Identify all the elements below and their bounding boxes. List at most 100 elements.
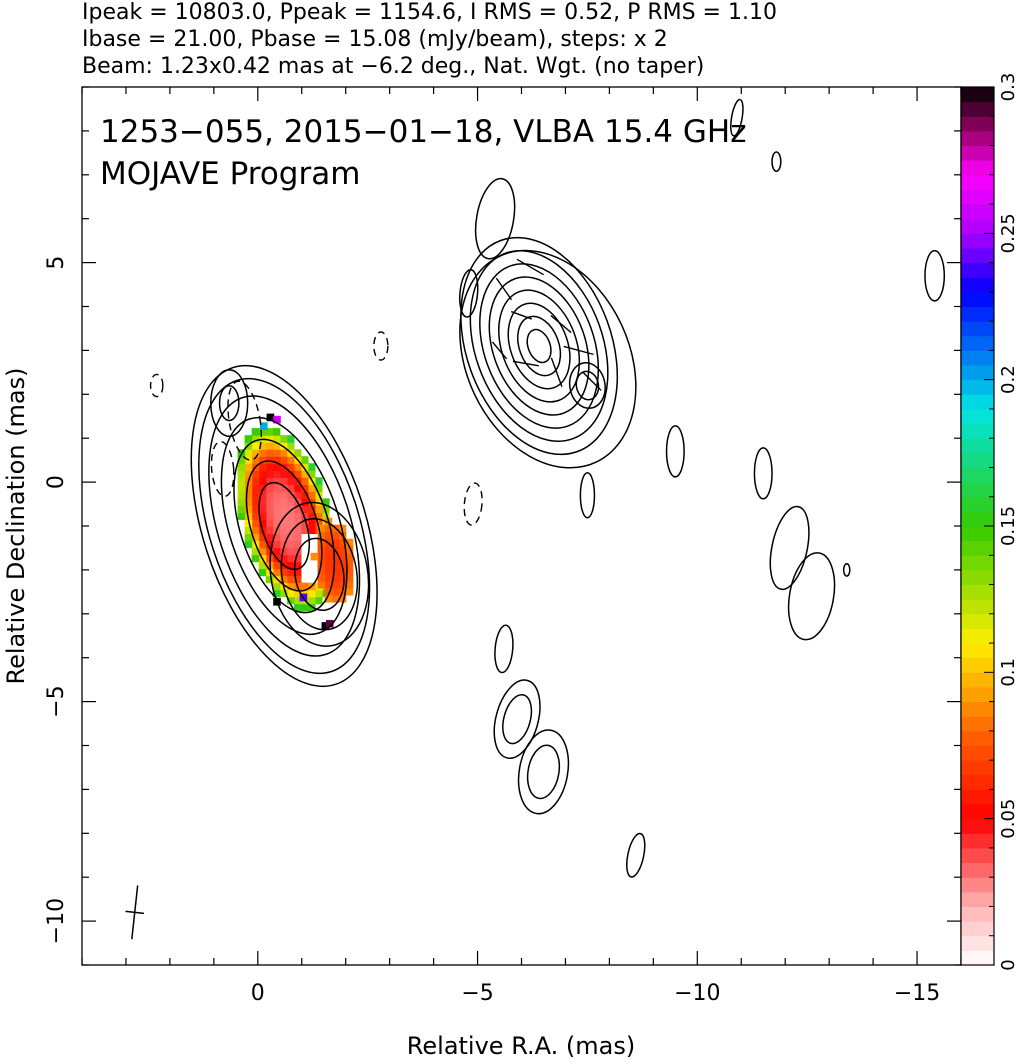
pol-pixel bbox=[338, 538, 347, 547]
pol-pixel bbox=[265, 428, 274, 436]
pol-pixel bbox=[265, 512, 274, 521]
colorbar-band bbox=[961, 921, 994, 937]
pol-pixel bbox=[307, 463, 316, 471]
pol-pixel bbox=[314, 477, 323, 485]
pol-pixel bbox=[251, 470, 260, 478]
pol-pixel bbox=[307, 589, 316, 598]
pol-pixel bbox=[345, 538, 354, 547]
pol-pixel bbox=[314, 589, 323, 598]
pol-pixel bbox=[258, 442, 267, 450]
pol-pixel bbox=[293, 519, 302, 528]
pol-pixel bbox=[300, 463, 309, 471]
pol-pixel bbox=[237, 463, 246, 471]
pol-pixel bbox=[317, 566, 326, 575]
pol-pixel bbox=[293, 540, 302, 549]
colorbar-band bbox=[961, 204, 994, 220]
pol-pixel bbox=[279, 540, 288, 549]
pol-pixel bbox=[251, 512, 260, 521]
pol-pixel bbox=[300, 498, 309, 506]
pol-pixel bbox=[279, 568, 288, 577]
pol-pixel bbox=[244, 484, 253, 492]
contour-core bbox=[258, 481, 311, 571]
colorbar-band bbox=[961, 540, 994, 556]
pol-pixel bbox=[244, 470, 253, 478]
pol-pixel bbox=[300, 505, 309, 513]
pol-pixel bbox=[331, 580, 340, 589]
pol-pixel bbox=[279, 498, 288, 506]
pol-pixel bbox=[286, 596, 295, 605]
pol-pixel bbox=[272, 470, 281, 478]
pol-pixel bbox=[293, 554, 302, 563]
colorbar-band bbox=[961, 935, 994, 951]
pol-pixel bbox=[314, 512, 323, 521]
pol-pixel bbox=[286, 582, 295, 591]
pol-pixel bbox=[265, 477, 274, 485]
colorbar-band bbox=[961, 906, 994, 922]
annotation-program: MOJAVE Program bbox=[100, 156, 360, 192]
colorbar-band bbox=[961, 365, 994, 381]
contour-jet-halo bbox=[459, 249, 637, 469]
pol-pixel bbox=[345, 545, 354, 554]
contour-blob-l bbox=[493, 679, 541, 759]
pol-pixel bbox=[324, 559, 333, 568]
pol-pixel bbox=[300, 470, 309, 478]
pol-pixel bbox=[279, 505, 288, 513]
pol-pixel bbox=[300, 491, 309, 499]
pol-pixel bbox=[265, 505, 274, 513]
pol-pixel bbox=[251, 449, 260, 457]
contour-core bbox=[220, 416, 348, 636]
pol-pixel bbox=[237, 477, 246, 485]
pol-pixel bbox=[331, 538, 340, 547]
colorbar-tick-label: 0.1 bbox=[998, 658, 1019, 687]
pol-pixel bbox=[279, 547, 288, 556]
colorbar-band bbox=[961, 950, 994, 966]
pol-pixel bbox=[286, 589, 295, 598]
negative-contour-neg-e bbox=[210, 440, 235, 497]
pol-pixel bbox=[286, 568, 295, 577]
pol-pixel bbox=[324, 552, 333, 561]
colorbar-band bbox=[961, 745, 994, 761]
pol-pixel bbox=[237, 456, 246, 464]
pol-pixel bbox=[265, 533, 274, 542]
colorbar-band bbox=[961, 613, 994, 629]
contour-blob-i bbox=[771, 151, 782, 173]
pol-pixel bbox=[258, 491, 267, 499]
pol-edge-pixel bbox=[260, 422, 268, 431]
header-line-1: Ipeak = 10803.0, Ppeak = 1154.6, I RMS =… bbox=[82, 0, 777, 25]
colorbar-band bbox=[961, 555, 994, 571]
pol-pixel bbox=[345, 566, 354, 575]
pol-pixel bbox=[251, 526, 260, 535]
pol-pixel bbox=[300, 484, 309, 492]
pol-pixel bbox=[279, 575, 288, 584]
evpa-vectors bbox=[491, 258, 602, 391]
pol-pixel bbox=[286, 547, 295, 556]
pol-pixel bbox=[317, 531, 326, 540]
pol-pixel bbox=[251, 491, 260, 499]
x-tick-label: 0 bbox=[251, 981, 265, 1006]
pol-pixel bbox=[279, 589, 288, 598]
pol-pixel bbox=[307, 519, 316, 528]
pol-pixel bbox=[286, 533, 295, 542]
pol-pixel bbox=[324, 566, 333, 575]
colorbar-band bbox=[961, 657, 994, 673]
colorbar-band bbox=[961, 789, 994, 805]
y-tick-label: −5 bbox=[44, 685, 69, 717]
x-tick-label: −10 bbox=[674, 981, 720, 1006]
pol-pixel bbox=[251, 519, 260, 528]
pol-pixel bbox=[324, 531, 333, 540]
contour-blob-h bbox=[730, 98, 744, 137]
pol-pixel bbox=[286, 498, 295, 506]
pol-pixel bbox=[272, 540, 281, 549]
pol-pixel bbox=[293, 512, 302, 521]
pol-pixel bbox=[279, 519, 288, 528]
pol-pixel bbox=[293, 575, 302, 584]
pol-pixel bbox=[258, 470, 267, 478]
pol-pixel bbox=[258, 561, 267, 570]
contour-blob-g bbox=[924, 249, 946, 302]
pol-pixel bbox=[279, 533, 288, 542]
colorbar-band bbox=[961, 87, 994, 103]
header-line-3: Beam: 1.23x0.42 mas at −6.2 deg., Nat. W… bbox=[82, 54, 704, 79]
pol-pixel bbox=[300, 477, 309, 485]
pol-pixel bbox=[300, 603, 309, 612]
